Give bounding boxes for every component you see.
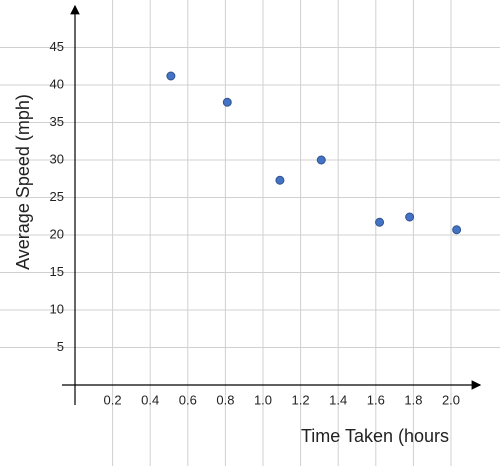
x-tick-label: 1.8 (404, 392, 422, 407)
point (452, 225, 462, 235)
x-tick-label: 1.6 (367, 392, 385, 407)
y-tick-label: 10 (50, 301, 64, 316)
x-tick-label: 0.4 (141, 392, 159, 407)
x-tick-label: 0.8 (216, 392, 234, 407)
x-tick-label: 1.2 (292, 392, 310, 407)
point (275, 175, 285, 185)
y-tick-label: 25 (50, 189, 64, 204)
point (316, 155, 326, 165)
y-tick-label: 35 (50, 114, 64, 129)
point (375, 217, 385, 227)
x-tick-label: 1.0 (254, 392, 272, 407)
x-tick-label: 0.2 (104, 392, 122, 407)
point (405, 212, 415, 222)
y-tick-label: 5 (57, 339, 64, 354)
x-axis-label: Time Taken (hours (301, 426, 449, 446)
y-tick-label: 40 (50, 76, 64, 91)
y-tick-label: 30 (50, 151, 64, 166)
y-axis-label: Average Speed (mph) (13, 94, 33, 270)
point (222, 97, 232, 107)
y-tick-label: 15 (50, 264, 64, 279)
y-tick-label: 45 (50, 39, 64, 54)
point (166, 71, 176, 81)
x-tick-label: 2.0 (442, 392, 460, 407)
y-tick-label: 20 (50, 226, 64, 241)
x-tick-label: 0.6 (179, 392, 197, 407)
x-tick-label: 1.4 (329, 392, 347, 407)
